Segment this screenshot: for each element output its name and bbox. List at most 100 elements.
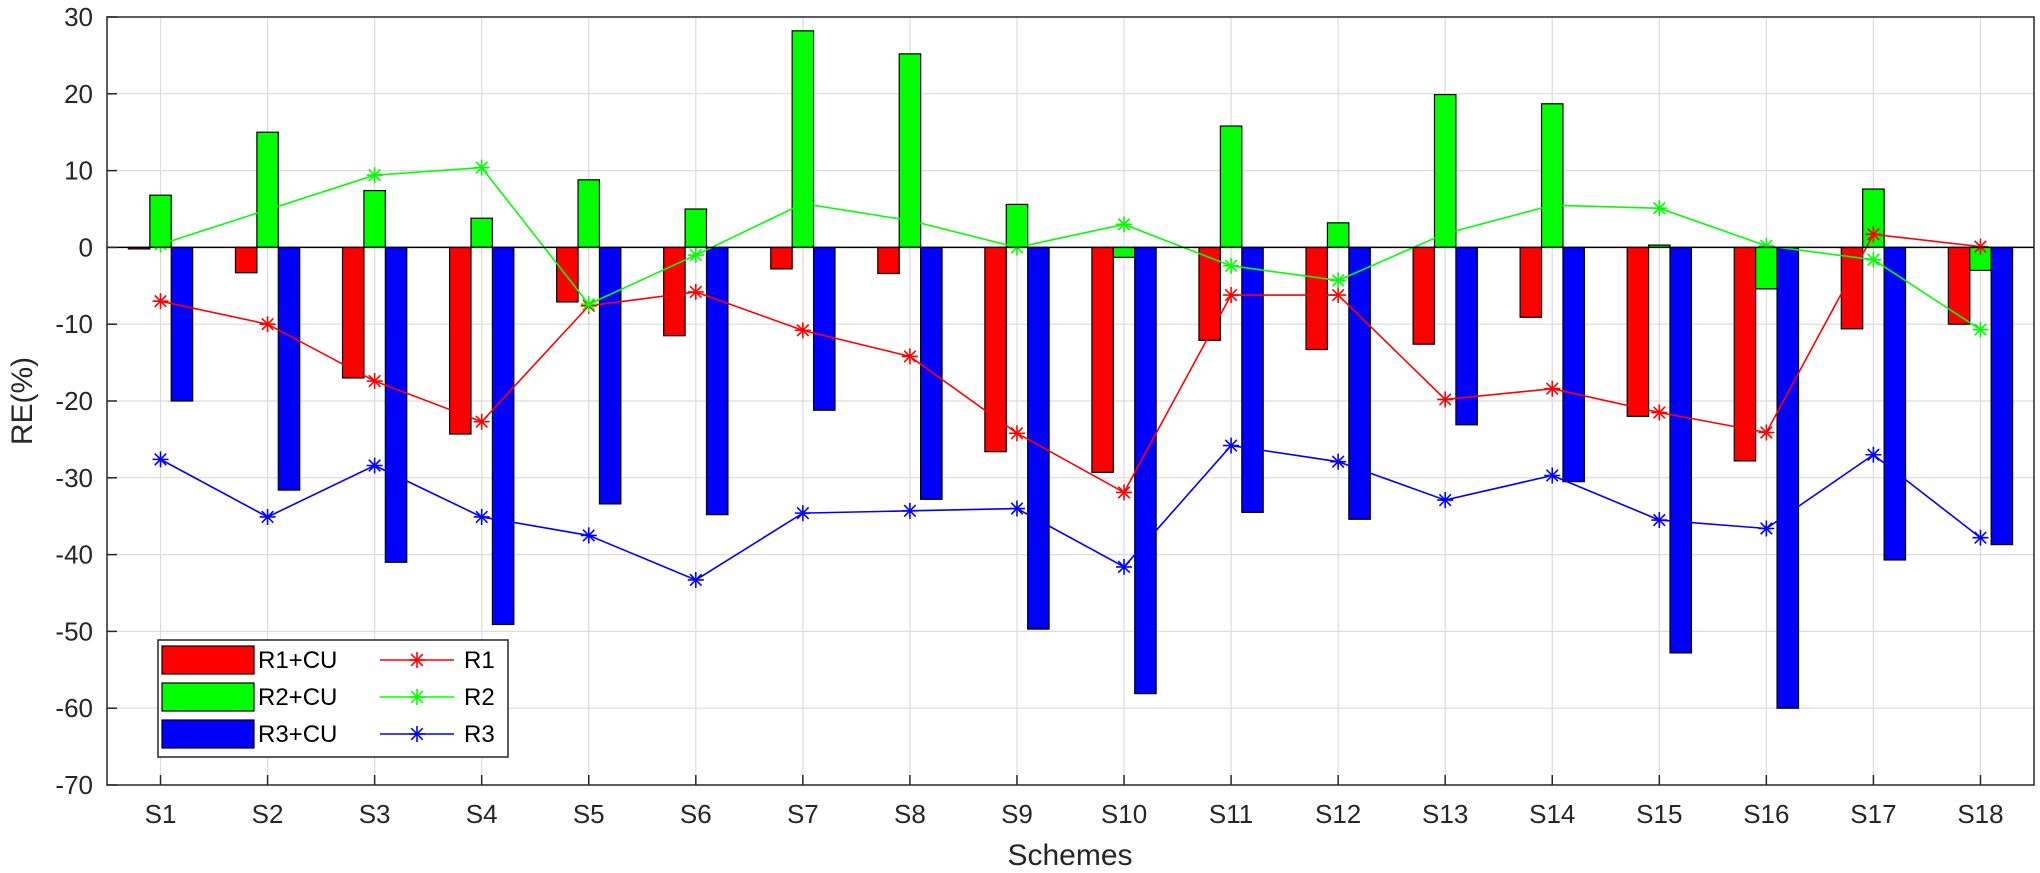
x-tick-label: S17 bbox=[1850, 799, 1896, 829]
point-r2-s12 bbox=[1330, 272, 1347, 289]
point-r3-s2 bbox=[259, 508, 276, 525]
bar-r1-cu-s15 bbox=[1626, 246, 1650, 417]
bar-r1-cu-s4 bbox=[448, 246, 472, 435]
bar-r2-cu-s14 bbox=[1540, 103, 1564, 248]
point-r2-s2 bbox=[259, 201, 276, 218]
bar-r3-cu-s5 bbox=[598, 246, 622, 505]
bar-r1-cu-s18 bbox=[1947, 246, 1971, 325]
bar-r3-cu-s10 bbox=[1134, 246, 1157, 695]
point-r2-s14 bbox=[1544, 197, 1561, 214]
legend-label: R2 bbox=[464, 684, 495, 711]
bar-r2-cu-s2 bbox=[256, 131, 279, 248]
point-r3-s6 bbox=[687, 571, 704, 588]
x-tick-label: S2 bbox=[252, 799, 284, 829]
point-r3-s3 bbox=[366, 457, 383, 474]
x-tick-label: S9 bbox=[1001, 799, 1033, 829]
point-r1-s6 bbox=[687, 283, 704, 300]
legend-swatch bbox=[161, 682, 255, 712]
bar-r3-cu-s8 bbox=[920, 246, 943, 500]
x-axis-label: Schemes bbox=[1007, 839, 1132, 872]
legend-item-r1-cu: R1+CU bbox=[161, 645, 337, 675]
y-tick-label: -70 bbox=[55, 770, 93, 800]
legend: R1+CU R1 R2+CU R2 R3+CU R3 bbox=[157, 639, 509, 758]
point-r2-s11 bbox=[1223, 257, 1240, 274]
bar-r3-cu-s12 bbox=[1348, 246, 1371, 520]
legend-marker bbox=[409, 652, 425, 668]
bar-r2-cu-s3 bbox=[363, 189, 386, 248]
point-r3-s18 bbox=[1972, 529, 1989, 546]
x-tick-label: S3 bbox=[359, 799, 391, 829]
legend-label: R1 bbox=[464, 647, 495, 674]
bar-r2-cu-s11 bbox=[1219, 125, 1243, 249]
legend-item-r1: R1 bbox=[380, 647, 495, 674]
point-r3-s15 bbox=[1651, 512, 1668, 529]
x-tick-label: S5 bbox=[573, 799, 605, 829]
bar-r2-cu-s12 bbox=[1326, 222, 1350, 249]
legend-swatch bbox=[161, 719, 255, 749]
bar-r3-cu-s6 bbox=[705, 246, 729, 516]
legend-label: R1+CU bbox=[258, 647, 337, 674]
x-tick-label: S18 bbox=[1957, 799, 2003, 829]
point-r1-s14 bbox=[1544, 380, 1561, 397]
point-r1-s12 bbox=[1330, 287, 1347, 304]
point-r3-s5 bbox=[580, 527, 597, 544]
line-r2 bbox=[160, 166, 1981, 331]
line-series-group bbox=[152, 159, 1989, 588]
bar-r2-cu-s13 bbox=[1433, 93, 1457, 249]
bar-r3-cu-s9 bbox=[1027, 246, 1050, 630]
x-tick-label: S6 bbox=[680, 799, 712, 829]
bar-r1-cu-s3 bbox=[341, 246, 365, 379]
point-r3-s13 bbox=[1437, 492, 1454, 509]
y-tick-label: -40 bbox=[55, 540, 93, 570]
legend-marker bbox=[409, 726, 425, 742]
point-r1-s2 bbox=[259, 316, 276, 333]
point-r3-s16 bbox=[1758, 520, 1775, 537]
point-r1-s13 bbox=[1437, 391, 1454, 408]
bar-r3-cu-s3 bbox=[384, 246, 408, 563]
bar-r1-cu-s2 bbox=[234, 246, 258, 274]
point-r1-s11 bbox=[1223, 287, 1240, 304]
x-tick-label: S10 bbox=[1101, 799, 1147, 829]
point-r1-s4 bbox=[473, 413, 490, 430]
bar-r2-cu-s5 bbox=[577, 179, 601, 248]
legend-label: R3+CU bbox=[258, 721, 337, 748]
legend-item-r3: R3 bbox=[380, 721, 495, 748]
bar-r2-cu-s6 bbox=[684, 208, 708, 249]
x-tick-label: S8 bbox=[894, 799, 926, 829]
bar-r3-cu-s14 bbox=[1562, 246, 1585, 483]
bar-r2-cu-s10 bbox=[1112, 246, 1136, 258]
point-r1-s10 bbox=[1116, 484, 1133, 501]
bar-r1-cu-s10 bbox=[1091, 246, 1114, 474]
point-r2-s13 bbox=[1437, 225, 1454, 242]
point-r3-s12 bbox=[1330, 453, 1347, 470]
point-r2-s16 bbox=[1758, 237, 1775, 254]
x-tick-label: S4 bbox=[466, 799, 498, 829]
legend-marker bbox=[409, 689, 425, 705]
axis-ticks: -70 -60 -50 -40 -30 -20 -10 0 10 20 30 S1 S2 S3 S4 S5 S6… bbox=[55, 2, 2003, 829]
x-tick-label: S15 bbox=[1636, 799, 1682, 829]
point-r2-s3 bbox=[366, 167, 383, 184]
legend-item-r3-cu: R3+CU bbox=[161, 719, 337, 749]
line-r3 bbox=[160, 444, 1981, 581]
y-tick-label: -60 bbox=[55, 693, 93, 723]
point-r2-s15 bbox=[1651, 200, 1668, 217]
y-tick-label: 10 bbox=[64, 156, 93, 186]
point-r1-s15 bbox=[1651, 404, 1668, 421]
point-r2-s4 bbox=[473, 159, 490, 176]
point-r1-s1 bbox=[152, 293, 169, 310]
y-tick-label: 20 bbox=[64, 79, 93, 109]
bar-r1-cu-s8 bbox=[877, 246, 900, 275]
y-tick-label: -50 bbox=[55, 616, 93, 646]
y-tick-label: 30 bbox=[64, 2, 93, 32]
x-tick-label: S13 bbox=[1422, 799, 1468, 829]
bar-r3-cu-s1 bbox=[170, 246, 194, 402]
point-r1-s3 bbox=[366, 373, 383, 390]
x-tick-label: S7 bbox=[787, 799, 819, 829]
bar-r1-cu-s7 bbox=[770, 246, 793, 270]
point-r2-s8 bbox=[901, 212, 918, 229]
point-r3-s17 bbox=[1865, 446, 1882, 463]
legend-item-r2-cu: R2+CU bbox=[161, 682, 337, 712]
point-r2-s1 bbox=[152, 236, 169, 253]
point-r2-s7 bbox=[794, 195, 811, 212]
